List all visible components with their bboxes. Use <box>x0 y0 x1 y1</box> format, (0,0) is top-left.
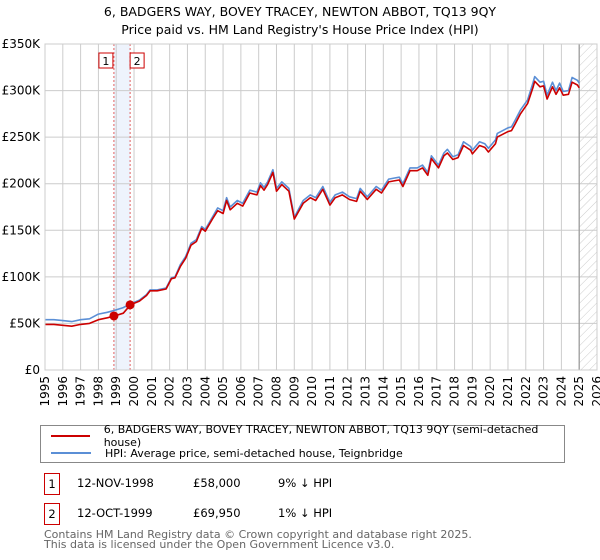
x-tick-label: 2010 <box>305 376 319 407</box>
x-tick-label: 2018 <box>448 376 462 407</box>
transaction-marker: 2 <box>44 503 60 525</box>
x-tick-label: 2013 <box>359 376 373 407</box>
x-tick-label: 2022 <box>519 376 533 407</box>
transaction-hpi-diff: 9% ↓ HPI <box>278 476 333 490</box>
sale-label: 2 <box>134 55 141 68</box>
legend-label-property: 6, BADGERS WAY, BOVEY TRACEY, NEWTON ABB… <box>103 423 539 449</box>
x-tick-label: 2020 <box>483 376 497 407</box>
x-tick-label: 2009 <box>287 376 301 407</box>
sale-label-box <box>98 52 114 69</box>
footer: Contains HM Land Registry data © Crown c… <box>44 528 472 551</box>
x-tick-label: 2003 <box>180 376 194 407</box>
x-tick-label: 2000 <box>127 376 141 407</box>
transaction-marker: 1 <box>44 473 60 495</box>
sale-label-box <box>129 52 145 69</box>
x-tick-label: 2011 <box>323 376 337 407</box>
sale-point <box>125 300 135 310</box>
y-tick-label: £150K <box>2 223 42 237</box>
x-tick-label: 2012 <box>341 376 355 407</box>
x-tick-label: 2016 <box>412 376 426 407</box>
transaction-date: 12-NOV-1998 <box>77 476 154 490</box>
transaction-price: £69,950 <box>193 506 241 520</box>
x-tick-label: 2007 <box>252 376 266 407</box>
x-tick-label: 2017 <box>430 376 444 407</box>
x-tick-label: 2019 <box>465 376 479 407</box>
legend-label-hpi: HPI: Average price, semi-detached house,… <box>105 446 403 460</box>
y-tick-label: £250K <box>2 130 42 144</box>
x-tick-label: 1996 <box>56 376 70 407</box>
transaction-date: 12-OCT-1999 <box>77 506 153 520</box>
y-tick-label: £50K <box>9 316 41 330</box>
x-tick-label: 2005 <box>216 376 230 407</box>
x-tick-label: 2001 <box>145 376 159 407</box>
x-tick-label: 2025 <box>572 376 586 407</box>
chart-title: 6, BADGERS WAY, BOVEY TRACEY, NEWTON ABB… <box>103 4 497 19</box>
x-tick-label: 1998 <box>91 376 105 407</box>
x-tick-label: 2006 <box>234 376 248 407</box>
x-tick-label: 1999 <box>109 376 123 407</box>
x-tick-label: 2004 <box>198 376 212 407</box>
y-tick-label: £0 <box>25 363 40 377</box>
legend-item-property: 6, BADGERS WAY, BOVEY TRACEY, NEWTON ABB… <box>51 423 564 449</box>
transaction-price: £58,000 <box>193 476 241 490</box>
legend: 6, BADGERS WAY, BOVEY TRACEY, NEWTON ABB… <box>40 423 565 463</box>
sales-band <box>113 44 131 370</box>
x-tick-label: 2023 <box>537 376 551 407</box>
plot-frame <box>44 43 598 371</box>
sale-point <box>109 311 119 321</box>
x-tick-label: 2026 <box>590 376 600 407</box>
forecast-hatch <box>579 44 597 370</box>
y-tick-label: £200K <box>2 177 42 191</box>
x-tick-label: 1995 <box>38 376 52 407</box>
x-tick-label: 1997 <box>74 376 88 407</box>
sale-label: 1 <box>102 55 109 68</box>
property-price-line <box>45 80 580 327</box>
chart-svg: £0 £50K £100K £150K £200K £250K £300K £350K 1995… <box>2 37 600 407</box>
y-tick-label: £100K <box>2 270 42 284</box>
y-tick-label: £300K <box>2 84 42 98</box>
footer-copyright: Contains HM Land Registry data © Crown c… <box>44 528 472 541</box>
x-tick-label: 2014 <box>376 376 390 407</box>
chart-subtitle: Price paid vs. HM Land Registry's House … <box>121 22 479 37</box>
footer-licence: This data is licensed under the Open Gov… <box>44 538 395 551</box>
legend-item-hpi: HPI: Average price, semi-detached house,… <box>51 446 403 460</box>
y-tick-label: £350K <box>2 37 42 51</box>
x-tick-label: 2024 <box>554 376 568 407</box>
x-tick-label: 2008 <box>269 376 283 407</box>
x-tick-label: 2015 <box>394 376 408 407</box>
legend-line-blue <box>51 452 91 454</box>
x-tick-label: 2021 <box>501 376 515 407</box>
x-tick-label: 2002 <box>163 376 177 407</box>
legend-line-red <box>51 435 90 437</box>
transaction-hpi-diff: 1% ↓ HPI <box>278 506 333 520</box>
